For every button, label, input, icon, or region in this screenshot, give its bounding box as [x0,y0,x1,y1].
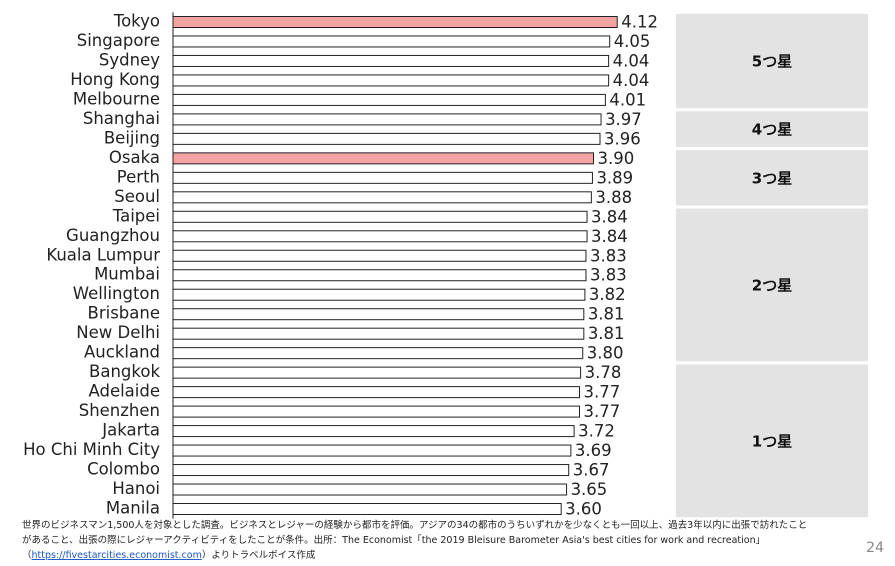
category-label: Kuala Lumpur [46,245,160,264]
category-label: Osaka [109,148,160,167]
value-label: 4.04 [613,51,650,70]
group-label: 2つ星 [752,276,792,294]
value-label: 4.04 [613,71,650,90]
bar [172,230,588,243]
bar [172,171,593,184]
category-label: Melbourne [73,89,160,108]
value-label: 3.81 [588,305,625,324]
category-label: Jakarta [101,421,160,440]
page-number: 24 [866,540,884,556]
category-label: Ho Chi Minh City [23,440,160,459]
category-label: Auckland [84,343,160,362]
group-label: 4つ星 [752,121,792,139]
value-label: 3.84 [591,227,628,246]
group-label: 1つ星 [752,432,792,450]
group-panel [676,13,868,109]
value-label: 3.65 [571,480,608,499]
bar [172,386,581,399]
footnote: ）よりトラベルボイス作成 [202,549,316,561]
bar [172,347,584,360]
footnote: （ [22,549,32,561]
bar [172,308,585,321]
category-label: Perth [117,167,160,186]
value-label: 3.82 [589,285,626,304]
category-label: Shenzhen [79,401,160,420]
category-label: Shanghai [83,109,160,128]
value-label: 3.69 [575,441,612,460]
category-label: Beijing [104,128,160,147]
bar [172,132,601,145]
bar [172,210,588,223]
category-label: Manila [106,499,160,518]
bar [172,74,610,87]
bar [172,503,562,515]
bar [172,16,618,28]
category-label: Brisbane [88,304,160,323]
bar [172,405,581,418]
category-label: Singapore [77,31,160,50]
category-label: Mumbai [94,265,160,284]
category-label: Wellington [73,284,160,303]
bar [172,327,585,340]
value-label: 3.67 [573,461,610,480]
category-label: Colombo [87,460,160,479]
group-panel [676,364,868,518]
bar [172,483,568,496]
bar [172,444,572,457]
bar [172,54,610,67]
link[interactable]: https://fivestarcities.economist.com [32,550,202,561]
group-panel [676,111,868,148]
bar [172,249,587,262]
category-label: New Delhi [76,323,160,342]
value-label: 3.81 [588,324,625,343]
value-label: 3.80 [587,344,624,363]
bar [172,93,606,106]
category-label: Adelaide [88,382,160,401]
value-label: 3.77 [584,383,621,402]
bar [172,288,586,301]
footnote: （https://fivestarcities.economist.com）より… [22,549,316,561]
value-label: 4.12 [621,13,658,32]
category-label: Hanoi [112,479,160,498]
value-label: 3.97 [605,110,642,129]
footnote: があること、出張の際にレジャーアクティビティをしたことが条件。出所：The Ec… [22,534,765,546]
category-label: Sydney [99,50,160,69]
bar [172,425,575,438]
bar [172,35,611,48]
value-label: 3.84 [591,207,628,226]
footnote: 世界のビジネスマン1,500人を対象とした調査。ビジネスとレジャーの経験から都市… [22,519,807,531]
bar [172,464,570,477]
category-label: Bangkok [89,362,160,381]
category-label: Guangzhou [66,226,160,245]
value-label: 3.78 [585,363,622,382]
group-panel [676,208,868,362]
bar [172,366,582,379]
category-label: Taipei [112,206,160,225]
category-label: Seoul [114,187,160,206]
value-label: 3.83 [590,246,627,265]
category-label: Tokyo [113,12,160,31]
value-label: 3.72 [578,422,615,441]
value-label: 3.89 [596,168,633,187]
category-label: Hong Kong [70,70,160,89]
value-label: 4.01 [609,90,646,109]
bar [172,191,592,204]
value-label: 3.83 [590,266,627,285]
group-panel [676,150,868,206]
value-label: 3.90 [598,149,635,168]
value-label: 3.77 [584,402,621,421]
group-label: 5つ星 [752,52,792,70]
value-label: 3.88 [595,188,632,207]
bar [172,269,587,282]
value-label: 4.05 [614,32,651,51]
value-label: 3.60 [565,500,602,519]
value-label: 3.96 [604,129,641,148]
bar [172,152,595,165]
group-label: 3つ星 [752,169,792,187]
bar [172,113,602,126]
